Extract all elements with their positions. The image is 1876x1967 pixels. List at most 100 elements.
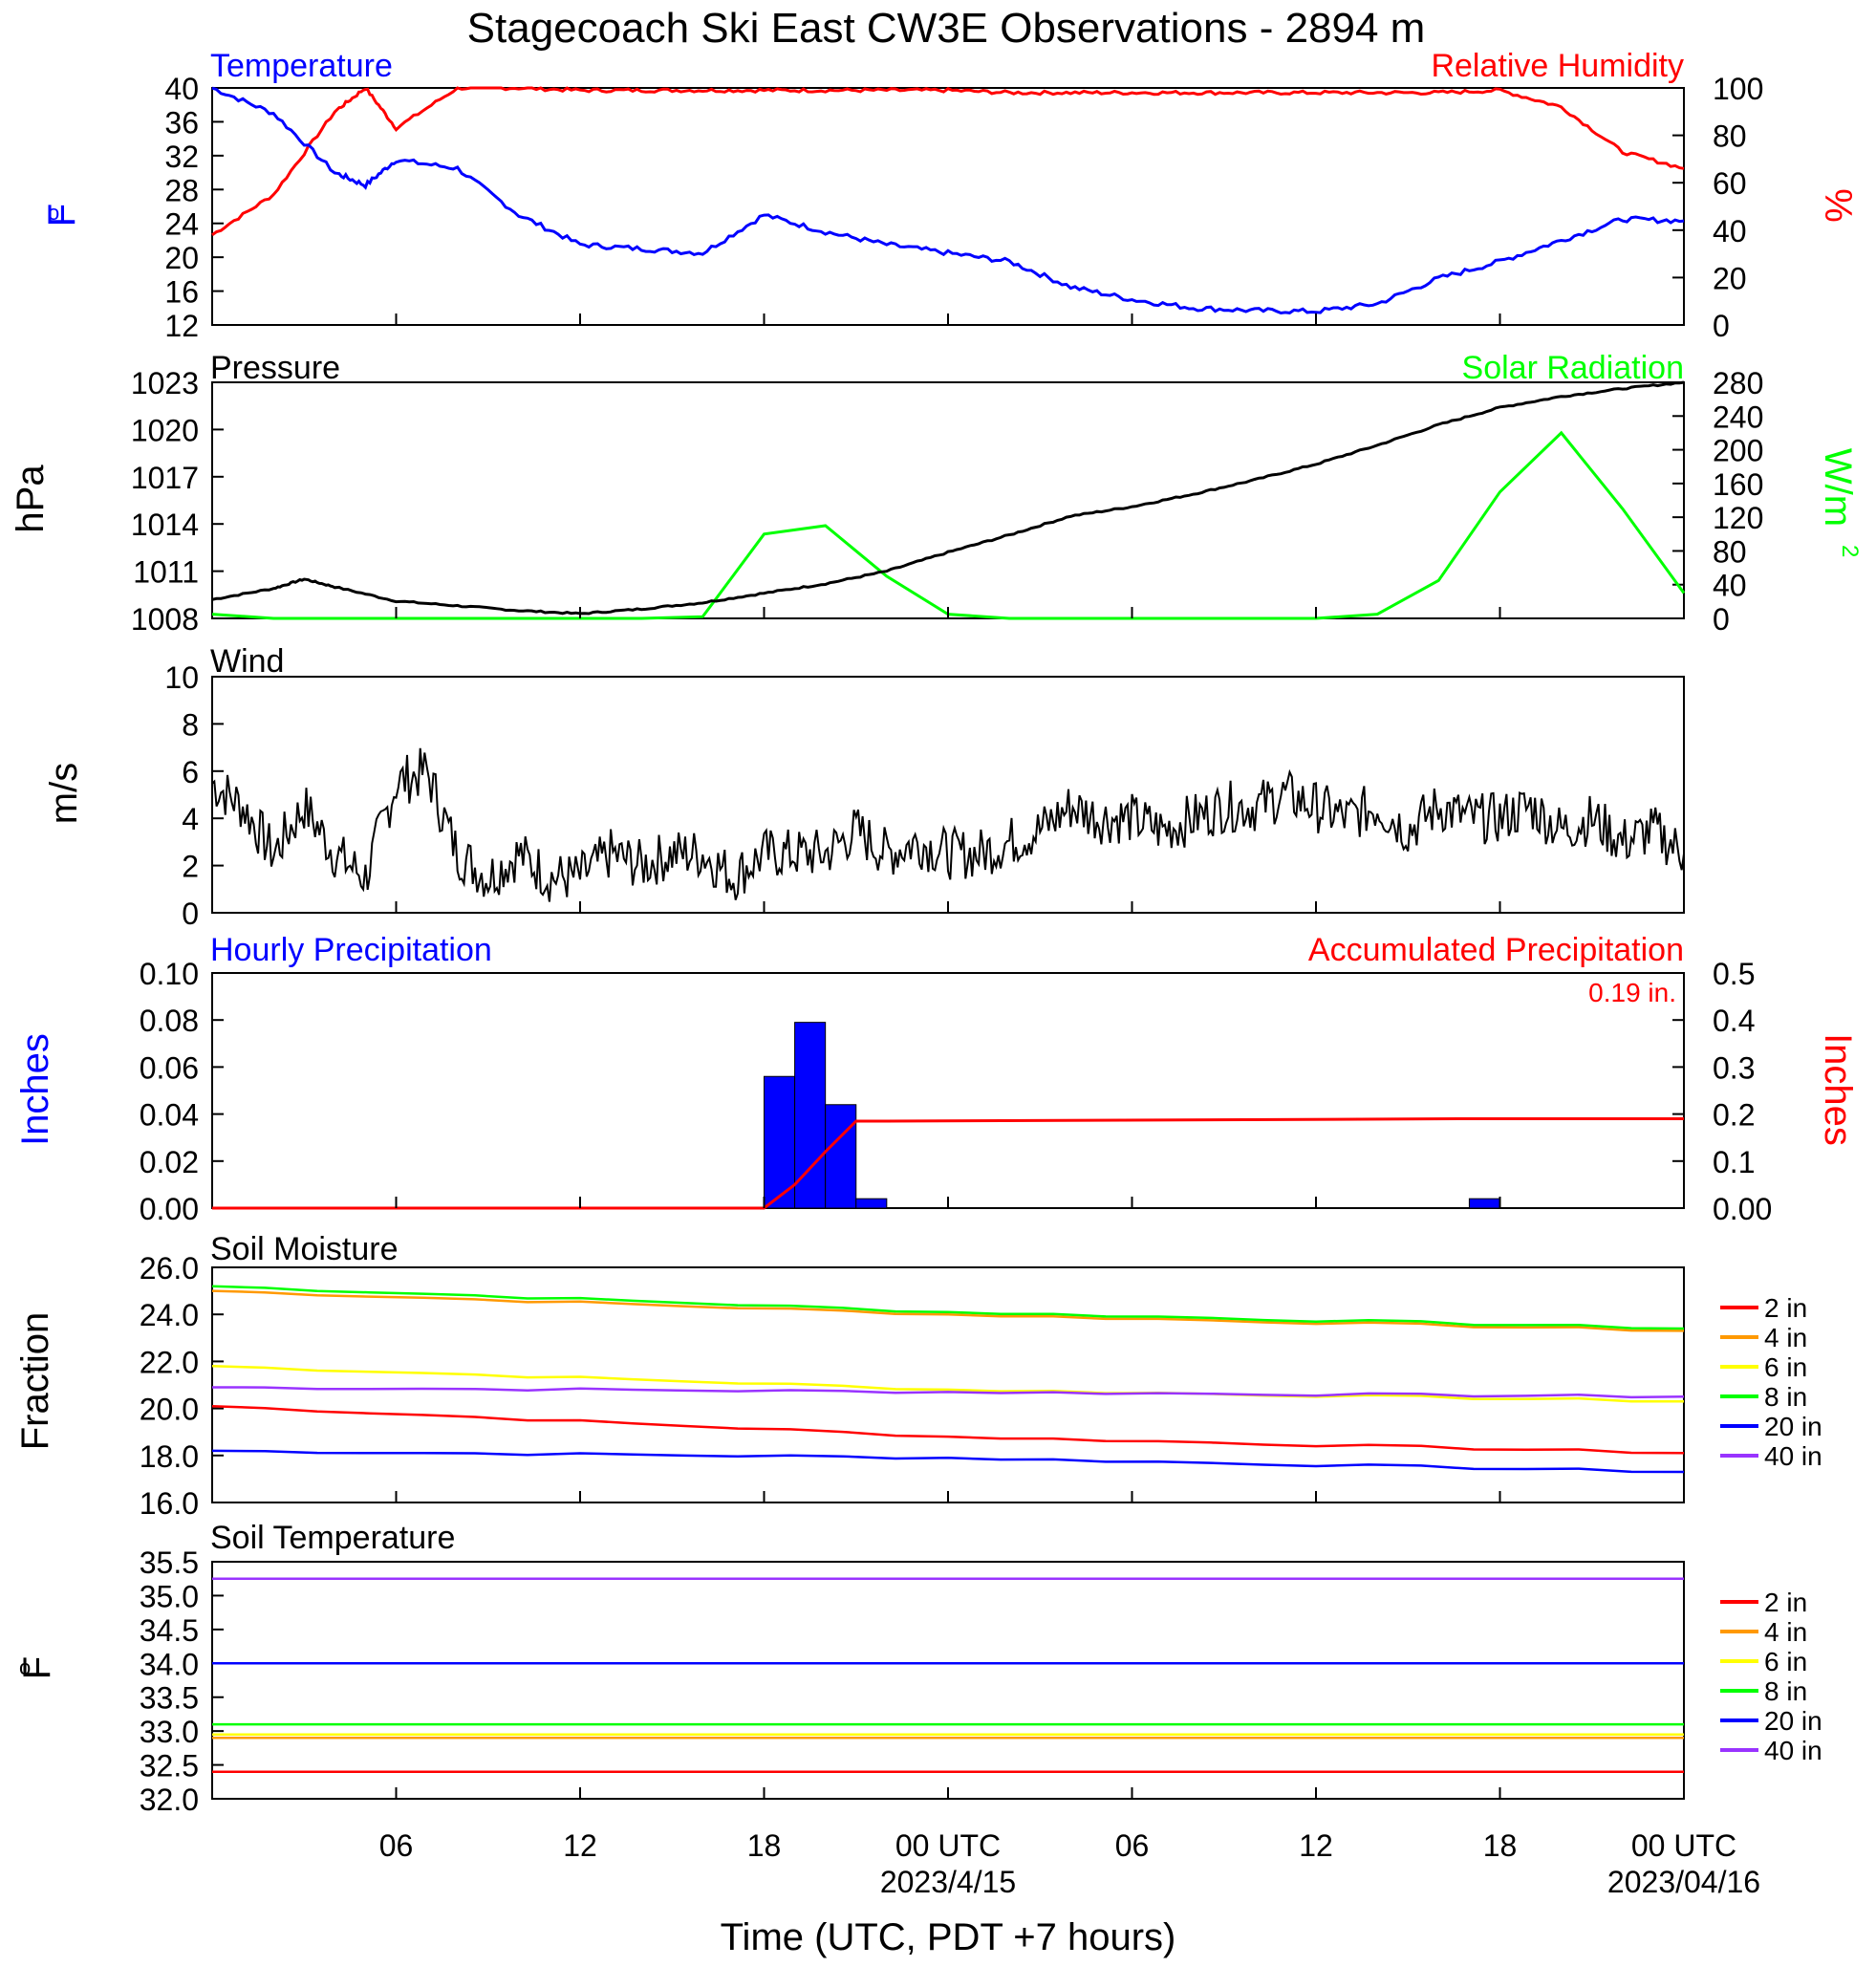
- series-line-4-in: [211, 1289, 1685, 1332]
- soil-temperature-left-tick-label: 35.5: [140, 1546, 199, 1580]
- soil-moisture-left-tick-label: 22.0: [140, 1345, 199, 1379]
- solar-right-tick-label: 80: [1713, 534, 1747, 569]
- soil-temperature-panel: Soil Temperature o F 32.032.533.033.534.…: [16, 1520, 1822, 1817]
- soil-moisture-panel: Soil Moisture Fraction 16.0 18.0 20.0 22.0 2…: [14, 1231, 1822, 1521]
- soil-temperature-left-tick-label: 34.0: [140, 1647, 199, 1681]
- soil-temperature-left-tick-label: 32.0: [140, 1783, 199, 1817]
- temperature-unit: F: [41, 204, 83, 227]
- pressure-left-tick-label: 1023: [131, 366, 199, 400]
- solar-right-tick-label: 40: [1713, 569, 1747, 603]
- wind-left-tick-label: 4: [182, 802, 199, 836]
- rh-title: Relative Humidity: [1431, 48, 1684, 84]
- legend-label: 6 in: [1764, 1647, 1807, 1676]
- rh-right-tick-label: 80: [1713, 119, 1747, 154]
- solar-right-tick-label: 160: [1713, 467, 1763, 502]
- accum-precip-line: [212, 1117, 1684, 1210]
- x-tick-label: 00 UTC: [1631, 1828, 1736, 1863]
- wind-frame: [211, 676, 1685, 914]
- accum-right-tick-label: 0.4: [1713, 1004, 1755, 1038]
- pressure-title: Pressure: [210, 350, 340, 386]
- temperature-series-line: [211, 86, 1685, 315]
- precip-left-ticks: 0.00 0.02 0.04 0.06 0.08 0.10: [140, 957, 224, 1226]
- soil-temperature-left-tick-label: 34.5: [140, 1613, 199, 1648]
- rh-right-ticks: 0 20 40 60 80 100: [1672, 72, 1763, 343]
- soil-moisture-left-tick-label: 24.0: [140, 1298, 199, 1332]
- temperature-unit-degree: o: [48, 201, 59, 225]
- precip-left-tick-label: 0.10: [140, 957, 199, 991]
- precip-left-tick-label: 0.08: [140, 1004, 199, 1038]
- soil-moisture-left-tick-label: 26.0: [140, 1251, 199, 1286]
- pressure-series-line: [211, 380, 1685, 616]
- precip-bar: [855, 1198, 888, 1209]
- precip-bar: [1468, 1198, 1500, 1209]
- soil-moisture-unit: Fraction: [14, 1312, 56, 1451]
- rh-right-tick-label: 60: [1713, 166, 1747, 201]
- accum-precip-title: Accumulated Precipitation: [1308, 932, 1684, 968]
- rh-unit: %: [1817, 188, 1859, 223]
- pressure-left-tick-label: 1014: [131, 508, 199, 542]
- series-line-20-in: [211, 1449, 1685, 1474]
- x-tick-label: 18: [747, 1828, 782, 1863]
- solar-right-tick-label: 240: [1713, 400, 1763, 434]
- series-line-40-in: [211, 1386, 1685, 1399]
- x-date-label: 2023/04/16: [1607, 1865, 1760, 1899]
- precip-panel: Hourly Precipitation Accumulated Precipi…: [14, 932, 1859, 1226]
- legend-label: 4 in: [1764, 1617, 1807, 1647]
- rh-right-tick-label: 20: [1713, 261, 1747, 295]
- temperature-frame: [211, 87, 1685, 326]
- temperature-left-tick-label: 12: [164, 309, 199, 343]
- pressure-left-tick-label: 1020: [131, 413, 199, 447]
- soil-temperature-unit-degree: o: [19, 1655, 31, 1679]
- figure-title: Stagecoach Ski East CW3E Observations - …: [467, 5, 1426, 52]
- soil-temperature-unit: F: [16, 1656, 58, 1679]
- temperature-left-tick-label: 28: [164, 173, 199, 207]
- legend-label: 2 in: [1764, 1293, 1807, 1323]
- soil-moisture-left-tick-label: 20.0: [140, 1393, 199, 1427]
- rh-right-tick-label: 40: [1713, 214, 1747, 249]
- soil-temperature-left-tick-label: 33.0: [140, 1715, 199, 1749]
- hourly-precip-bars: [764, 1022, 1500, 1209]
- soil-moisture-left-tick-label: 18.0: [140, 1439, 199, 1474]
- legend-label: 20 in: [1764, 1706, 1822, 1736]
- wind-title: Wind: [210, 643, 284, 680]
- soil-moisture-left-tick-label: 16.0: [140, 1486, 199, 1521]
- wind-panel: Wind m/s 0 2 4 6 8 10: [43, 643, 1685, 931]
- soil-temperature-title: Soil Temperature: [210, 1520, 455, 1556]
- solar-series-line: [211, 430, 1686, 620]
- precip-right-unit: Inches: [1817, 1033, 1859, 1146]
- precip-left-tick-label: 0.02: [140, 1145, 199, 1179]
- legend-label: 8 in: [1764, 1382, 1807, 1412]
- accum-right-tick-label: 0.2: [1713, 1098, 1755, 1133]
- legend-label: 4 in: [1764, 1323, 1807, 1352]
- soil-temperature-left-tick-label: 32.5: [140, 1749, 199, 1783]
- wind-unit: m/s: [43, 763, 85, 824]
- solar-right-tick-label: 280: [1713, 366, 1763, 400]
- legend-label: 20 in: [1764, 1412, 1822, 1441]
- hourly-precip-title: Hourly Precipitation: [210, 932, 492, 968]
- temperature-panel: Temperature Relative Humidity o F % 1216…: [41, 48, 1859, 343]
- wind-left-tick-label: 8: [182, 707, 199, 742]
- rh-right-tick-label: 0: [1713, 309, 1730, 343]
- soil-temperature-left-ticks: 32.032.533.033.534.034.535.035.5: [140, 1546, 224, 1817]
- accum-right-tick-label: 0.00: [1713, 1192, 1772, 1226]
- precip-left-tick-label: 0.00: [140, 1192, 199, 1226]
- temperature-title: Temperature: [210, 48, 393, 84]
- series-line-2-in: [211, 1404, 1685, 1455]
- series-line-6-in: [211, 1365, 1685, 1403]
- x-axis-label: Time (UTC, PDT +7 hours): [721, 1916, 1176, 1958]
- solar-right-tick-label: 120: [1713, 501, 1763, 535]
- soil-moisture-lines: [211, 1285, 1685, 1474]
- temperature-left-tick-label: 16: [164, 275, 199, 310]
- precip-left-unit: Inches: [14, 1033, 56, 1146]
- legend-label: 8 in: [1764, 1676, 1807, 1706]
- wind-left-ticks: 0 2 4 6 8 10: [164, 660, 224, 931]
- temperature-left-tick-label: 20: [164, 241, 199, 275]
- precip-left-tick-label: 0.04: [140, 1098, 199, 1133]
- soil-temperature-left-tick-label: 33.5: [140, 1681, 199, 1716]
- soil-moisture-left-ticks: 16.0 18.0 20.0 22.0 24.0 26.0: [140, 1251, 224, 1521]
